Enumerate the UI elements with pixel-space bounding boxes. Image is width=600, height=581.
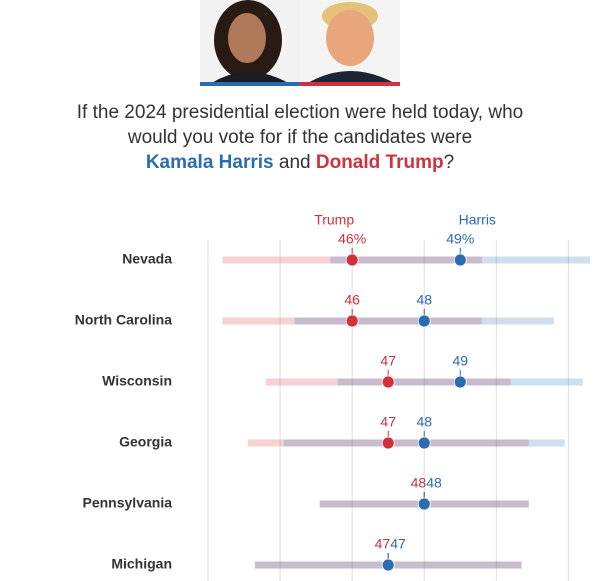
state-label: Georgia [119, 434, 172, 450]
state-label: Wisconsin [102, 373, 172, 389]
value-label: 47 [380, 414, 396, 430]
state-label: North Carolina [75, 312, 172, 328]
dot [417, 497, 431, 511]
value-label: 47 [390, 536, 406, 552]
value-label: 48 [411, 475, 427, 491]
dot [381, 375, 395, 389]
dot [381, 436, 395, 450]
title-text: If the 2024 presidential election were h… [76, 102, 524, 148]
trump-name: Donald Trump [315, 152, 444, 173]
rule-red [300, 82, 400, 86]
dot [345, 314, 359, 328]
value-label: 49 [452, 353, 468, 369]
value-label: 47 [375, 536, 391, 552]
value-label: 46 [344, 292, 360, 308]
dot [345, 253, 359, 267]
value-label: 47 [380, 353, 396, 369]
photos [200, 0, 400, 86]
title: If the 2024 presidential election were h… [60, 100, 540, 175]
face [326, 10, 374, 66]
state-label: Michigan [111, 556, 172, 572]
rule-blue [200, 82, 300, 86]
dot [381, 558, 395, 572]
face [228, 13, 266, 63]
shoulders [210, 72, 290, 84]
dot [453, 253, 467, 267]
value-label: 49% [446, 231, 474, 247]
dot [417, 436, 431, 450]
harris-name: Kamala Harris [145, 152, 274, 173]
value-label: 48 [416, 292, 432, 308]
value-label: 46% [338, 231, 366, 247]
series-label: Trump [314, 212, 354, 228]
series-label: Harris [459, 212, 496, 228]
state-label: Nevada [122, 251, 172, 267]
title-end: ? [443, 152, 455, 173]
value-label: 48 [416, 414, 432, 430]
dot [417, 314, 431, 328]
title-and: and [278, 152, 311, 173]
dot [453, 375, 467, 389]
value-label: 48 [426, 475, 442, 491]
shoulders [306, 71, 396, 84]
state-label: Pennsylvania [83, 495, 173, 511]
